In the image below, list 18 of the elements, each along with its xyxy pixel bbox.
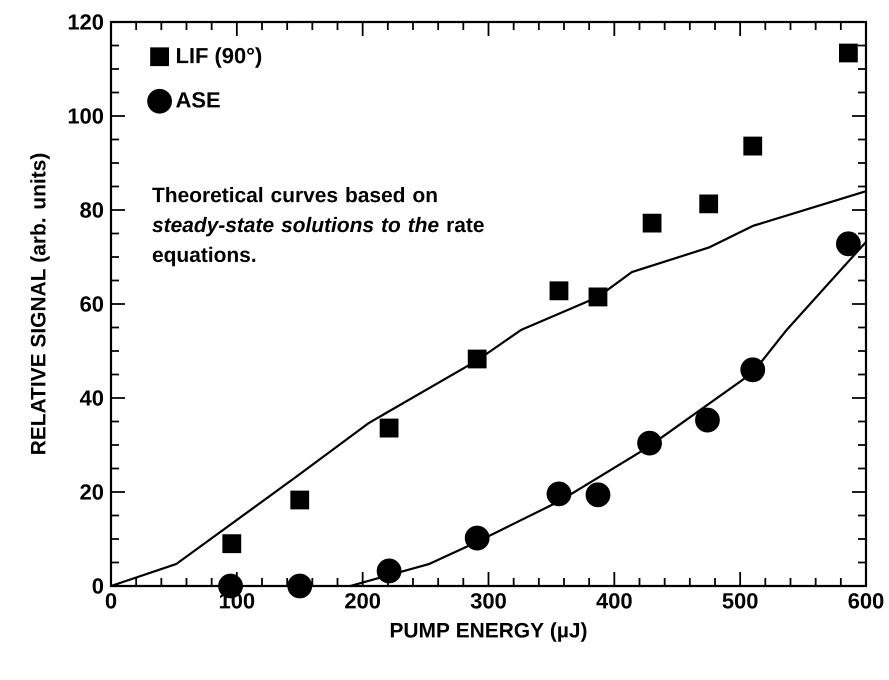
y-tick-label: 0 [92, 578, 104, 594]
y-tick-label: 60 [80, 296, 104, 312]
x-tick-label: 600 [848, 593, 884, 609]
x-tick-label: 300 [470, 593, 506, 609]
x-tick-label: 400 [596, 593, 632, 609]
legend-label: ASE [176, 92, 220, 108]
x-tick-label: 500 [722, 593, 758, 609]
y-axis-title: RELATIVE SIGNAL (arb. units) [30, 154, 50, 454]
x-tick-label: 0 [106, 593, 116, 609]
legend-label: LIF (90°) [177, 47, 262, 68]
y-tick-label: 20 [80, 484, 104, 500]
x-tick-label: 200 [345, 593, 380, 609]
x-axis-title: PUMP ENERGY (µJ) [390, 622, 586, 642]
y-tick-label: 40 [80, 390, 104, 406]
y-tick-label: 100 [68, 108, 104, 124]
y-tick-label: 80 [80, 202, 104, 218]
text: Theoretical curves based on steady-state solutions to the rate equations. [152, 186, 484, 266]
y-tick-label: 120 [68, 14, 104, 30]
